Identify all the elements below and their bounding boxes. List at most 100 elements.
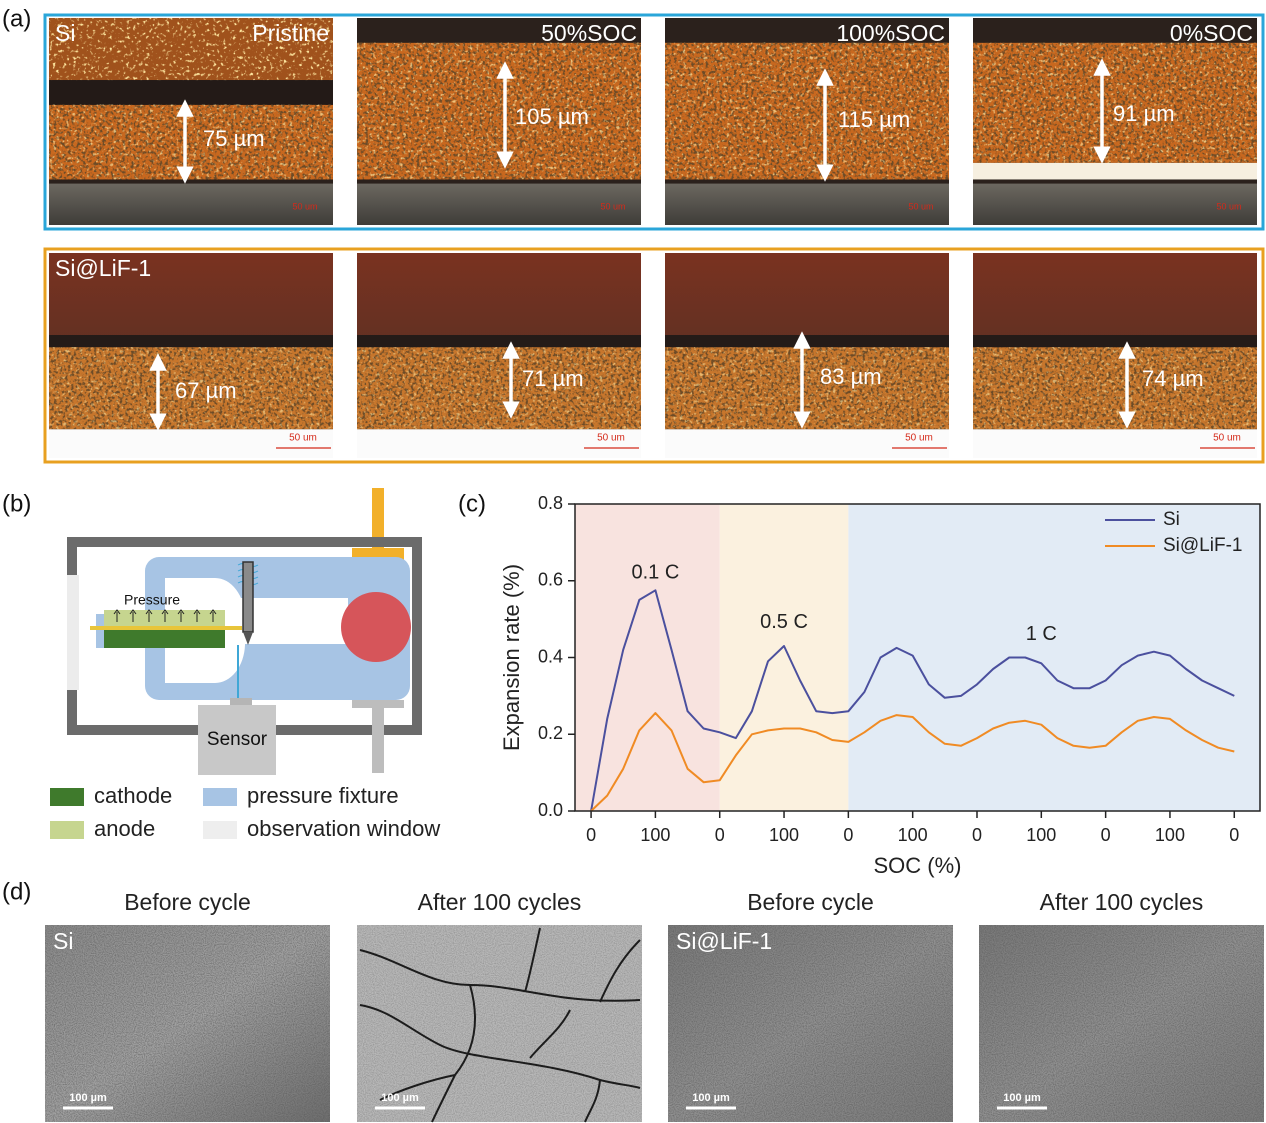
legend-swatch [203, 788, 237, 806]
x-tick-label: 100 [1155, 825, 1185, 845]
scale-bar: 50 um [908, 201, 933, 211]
scale-bar: 50 um [1216, 201, 1241, 211]
legend-swatch [50, 788, 84, 806]
panel-a: 50 um 75 µm Pristine 50 um 105 µm 50%SOC 50 um… [49, 18, 1257, 458]
scale-bar: 100 µm [69, 1092, 107, 1104]
thickness-label: 91 µm [1113, 101, 1175, 126]
x-tick-label: 100 [769, 825, 799, 845]
x-axis-title: SOC (%) [874, 853, 962, 878]
thickness-label: 75 µm [203, 126, 265, 151]
panel-d: Before cycle Si 100 µm After 100 cycles 100 … [45, 889, 1264, 1123]
x-tick-label: 0 [843, 825, 853, 845]
cracks [359, 927, 641, 1123]
region [719, 504, 849, 811]
scale-bar: 50 um [292, 201, 317, 211]
clamp-bolt [372, 488, 384, 550]
y-tick-label: 0.2 [538, 723, 563, 743]
bright-speck [973, 347, 1257, 430]
row-frame [43, 13, 1265, 231]
scale-bar: 100 µm [381, 1092, 419, 1104]
sample-label: Si@LiF-1 [676, 928, 772, 954]
micrograph: 50 um [49, 253, 333, 458]
panel-label: (d) [2, 878, 31, 905]
separator [90, 626, 242, 630]
scale-bar: 50 um [905, 433, 933, 444]
series-line [590, 712, 1235, 812]
sem-texture [45, 925, 330, 1122]
pressure-arrows [113, 609, 217, 622]
y-tick-label: 0.8 [538, 493, 563, 513]
thickness-label: 74 µm [1142, 366, 1204, 391]
scale-bar: 50 um [289, 433, 317, 444]
micrograph: 50 um [357, 18, 641, 225]
annotation: 0.1 C [631, 561, 679, 583]
scale-bar: 50 um [1213, 433, 1241, 444]
legend-swatch [50, 821, 84, 839]
micrograph: 50 um [665, 18, 949, 225]
thickness-label: 115 µm [838, 107, 910, 132]
micrograph: 50 um [665, 253, 949, 458]
micrograph: 50 um [973, 18, 1257, 225]
white-base [973, 429, 1257, 458]
legend-label: cathode [94, 783, 172, 808]
sample-label: Si [55, 20, 75, 46]
screw [341, 592, 411, 662]
x-tick-label: 0 [1229, 825, 1239, 845]
white-base [665, 429, 949, 458]
frame [67, 537, 422, 735]
observation-window [67, 575, 79, 690]
current-collector [49, 183, 333, 225]
panel-b: Pressure Sensor [67, 488, 422, 775]
bright-speck [49, 104, 333, 180]
bright-band [973, 162, 1257, 180]
region [848, 504, 1260, 811]
bright-speck [665, 42, 949, 180]
image-title: After 100 cycles [1040, 889, 1204, 915]
rod [372, 705, 384, 773]
current-collector [973, 183, 1257, 225]
image-title: Before cycle [124, 889, 251, 915]
y-tick-label: 0.6 [538, 570, 563, 590]
pressure-label: Pressure [124, 592, 180, 608]
current-collector [665, 183, 949, 225]
state-label: 50%SOC [541, 20, 637, 46]
state-label: 100%SOC [836, 20, 945, 46]
panel-label: (c) [458, 490, 486, 517]
current-collector [357, 183, 641, 225]
x-tick-label: 0 [715, 825, 725, 845]
region [575, 504, 720, 811]
dark-band [357, 335, 641, 348]
sample-label: Si [53, 928, 73, 954]
micrograph: 50 um [357, 253, 641, 458]
row-frame [43, 247, 1265, 464]
x-tick-label: 0 [586, 825, 596, 845]
y-tick-label: 0.0 [538, 800, 563, 820]
sample-label: Si@LiF-1 [55, 255, 151, 281]
micrograph: 50 um [49, 18, 333, 225]
white-base [357, 429, 641, 458]
chart: 0.0 0.2 0.4 0.6 0.8 0 100 0 100 0 100 0 100 0 100 0 0.1 … [499, 493, 1261, 878]
panel-label: (b) [2, 490, 31, 517]
legend-label: observation window [247, 816, 440, 841]
sem-texture [668, 925, 953, 1122]
sensor [198, 705, 276, 775]
legend-label: Si [1163, 509, 1180, 530]
scale-bar: 50 um [597, 433, 625, 444]
bright-speck [665, 347, 949, 430]
x-tick-label: 0 [1101, 825, 1111, 845]
y-axis-title: Expansion rate (%) [499, 564, 524, 751]
panel-b-legend: cathode pressure fixture anode observation … [50, 783, 440, 841]
dark-band [665, 335, 949, 348]
annotation: 1 C [1026, 623, 1057, 645]
plot-frame [574, 503, 1261, 812]
fixture-slot [240, 598, 348, 644]
panel-label: (a) [2, 5, 31, 32]
rod-plate [352, 700, 404, 708]
scale-bar: 50 um [600, 201, 625, 211]
annotation: 0.5 C [760, 611, 808, 633]
probe [242, 561, 254, 633]
dark-band [49, 80, 333, 105]
y-tick-label: 0.4 [538, 646, 563, 666]
